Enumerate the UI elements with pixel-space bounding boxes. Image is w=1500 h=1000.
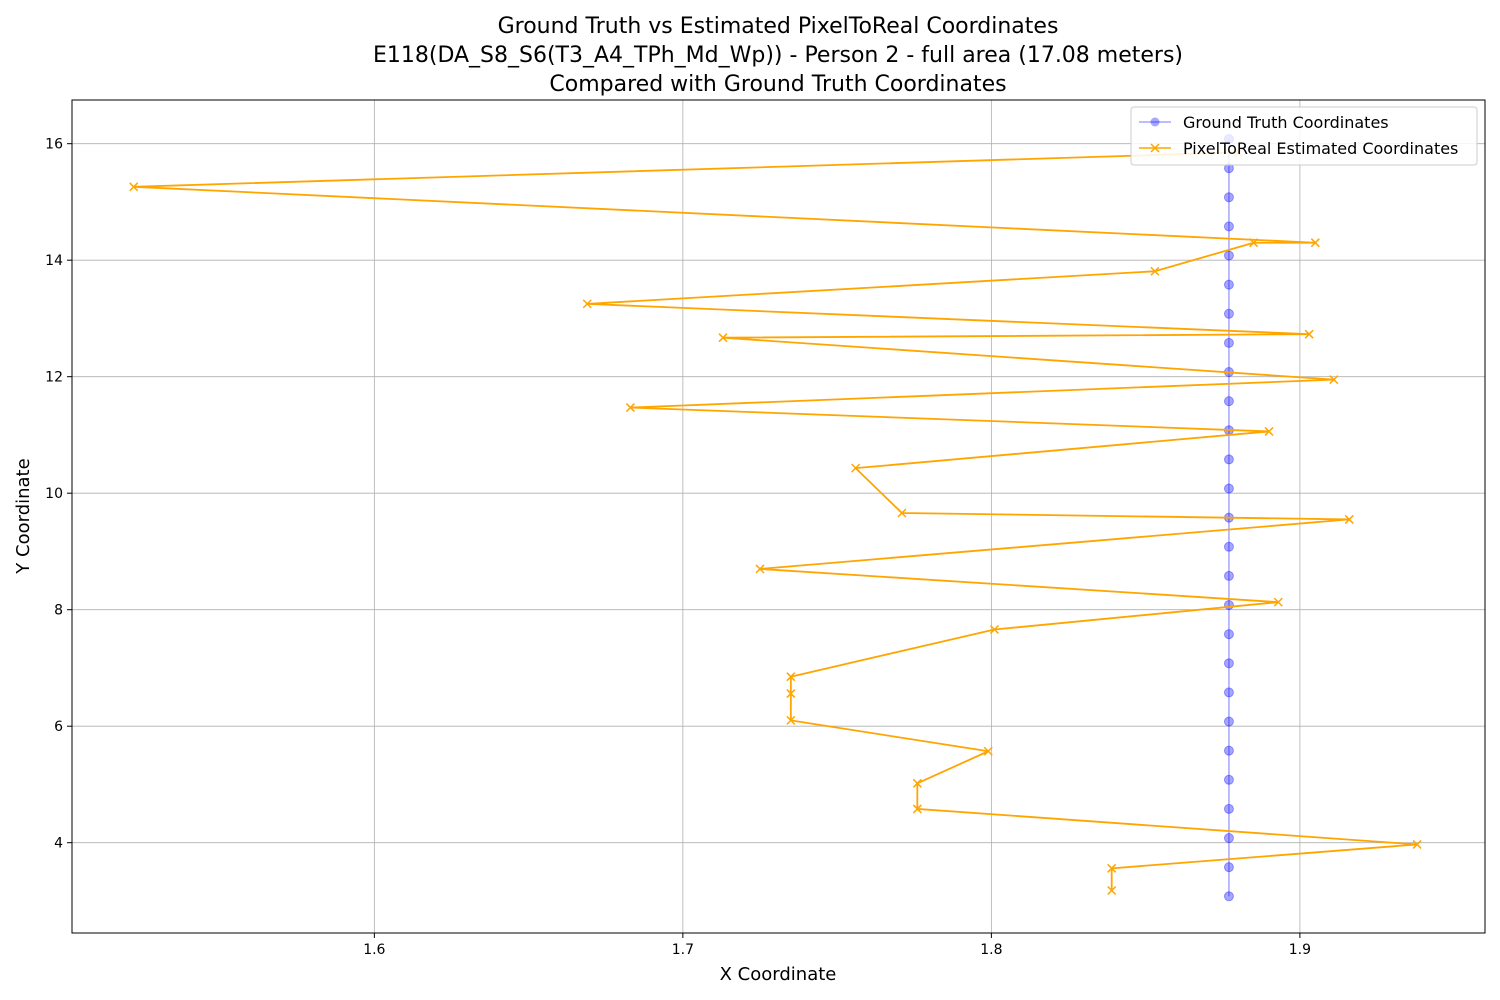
ground-truth-point <box>1223 600 1234 611</box>
y-tick-label: 16 <box>45 137 63 153</box>
ground-truth-point <box>1223 483 1234 494</box>
ground-truth-point <box>1223 250 1234 261</box>
estimated-line <box>132 151 1419 891</box>
ground-truth-point <box>1223 221 1234 232</box>
ground-truth-point <box>1223 774 1234 785</box>
estimated-point <box>989 624 999 635</box>
legend-box <box>1130 106 1478 166</box>
y-tick-label: 4 <box>54 836 63 852</box>
ground-truth-point <box>1223 716 1234 727</box>
y-axis-label: Y Coordinate <box>13 458 34 574</box>
estimated-point <box>1329 375 1339 385</box>
estimated-point <box>851 463 861 473</box>
legend: Ground Truth Coordinates PixelToReal Est… <box>1130 106 1478 166</box>
y-tick-label: 14 <box>45 253 63 269</box>
estimated-point <box>912 778 922 788</box>
estimated-point <box>786 672 796 682</box>
estimated-point <box>786 715 796 725</box>
x-tick-label: 1.7 <box>672 942 694 958</box>
x-axis-ticks: 1.6 1.7 1.8 1.9 <box>363 933 1311 958</box>
estimated-point <box>1150 266 1160 276</box>
ground-truth-point <box>1223 396 1234 407</box>
x-tick-label: 1.6 <box>363 942 385 958</box>
legend-ground-truth-marker <box>1150 117 1160 127</box>
y-tick-label: 10 <box>45 486 63 502</box>
ground-truth-point <box>1223 862 1234 873</box>
estimated-point <box>1264 426 1274 436</box>
ground-truth-point <box>1223 454 1234 465</box>
ground-truth-point <box>1223 541 1234 552</box>
ground-truth-point <box>1223 279 1234 290</box>
estimated-point <box>755 564 765 574</box>
ground-truth-point <box>1223 337 1234 348</box>
legend-x-marker <box>1150 143 1160 153</box>
title-line-3: Compared with Ground Truth Coordinates <box>549 72 1006 97</box>
estimated-point <box>1310 238 1320 248</box>
estimated-point <box>1344 514 1354 524</box>
estimated-point <box>1249 238 1259 248</box>
legend-estimated-label: PixelToReal Estimated Coordinates <box>1183 139 1458 158</box>
x-tick-label: 1.9 <box>1289 942 1311 958</box>
estimated-point <box>718 333 728 343</box>
legend-ground-truth-label: Ground Truth Coordinates <box>1183 113 1389 132</box>
estimated-point <box>582 299 592 309</box>
ground-truth-point <box>1223 833 1234 844</box>
ground-truth-point <box>1223 803 1234 814</box>
ground-truth-point <box>1223 745 1234 756</box>
estimated-point <box>625 403 635 413</box>
y-tick-label: 6 <box>54 719 63 735</box>
title-line-2: E118(DA_S8_S6(T3_A4_TPh_Md_Wp)) - Person… <box>373 43 1183 68</box>
estimated-point <box>1107 885 1117 896</box>
y-axis-ticks: 4 6 8 10 12 14 16 <box>45 137 72 852</box>
y-tick-label: 8 <box>54 603 63 619</box>
chart-title: Ground Truth vs Estimated PixelToReal Co… <box>373 14 1183 97</box>
estimated-point <box>1107 863 1117 873</box>
ground-truth-point <box>1223 687 1234 698</box>
x-axis-label: X Coordinate <box>720 964 837 985</box>
legend-estimated-marker <box>1150 143 1160 153</box>
plot-area <box>72 100 1485 933</box>
title-line-1: Ground Truth vs Estimated PixelToReal Co… <box>498 14 1059 39</box>
estimated-point <box>1412 839 1422 849</box>
estimated-point <box>983 746 993 756</box>
estimated-point <box>1304 329 1314 339</box>
ground-truth-point <box>1223 308 1234 319</box>
ground-truth-point <box>1223 891 1234 902</box>
estimated-point <box>897 508 907 518</box>
estimated-point <box>129 182 139 192</box>
estimated-point <box>786 689 796 699</box>
ground-truth-point <box>1223 570 1234 581</box>
estimated-point <box>912 804 922 814</box>
y-tick-label: 12 <box>45 370 63 386</box>
plot-frame <box>71 99 1486 934</box>
ground-truth-point <box>1223 192 1234 203</box>
estimated-point <box>1273 597 1283 607</box>
ground-truth-point <box>1223 658 1234 669</box>
grid <box>72 100 1485 933</box>
ground-truth-point <box>1223 629 1234 640</box>
x-tick-label: 1.8 <box>980 942 1002 958</box>
